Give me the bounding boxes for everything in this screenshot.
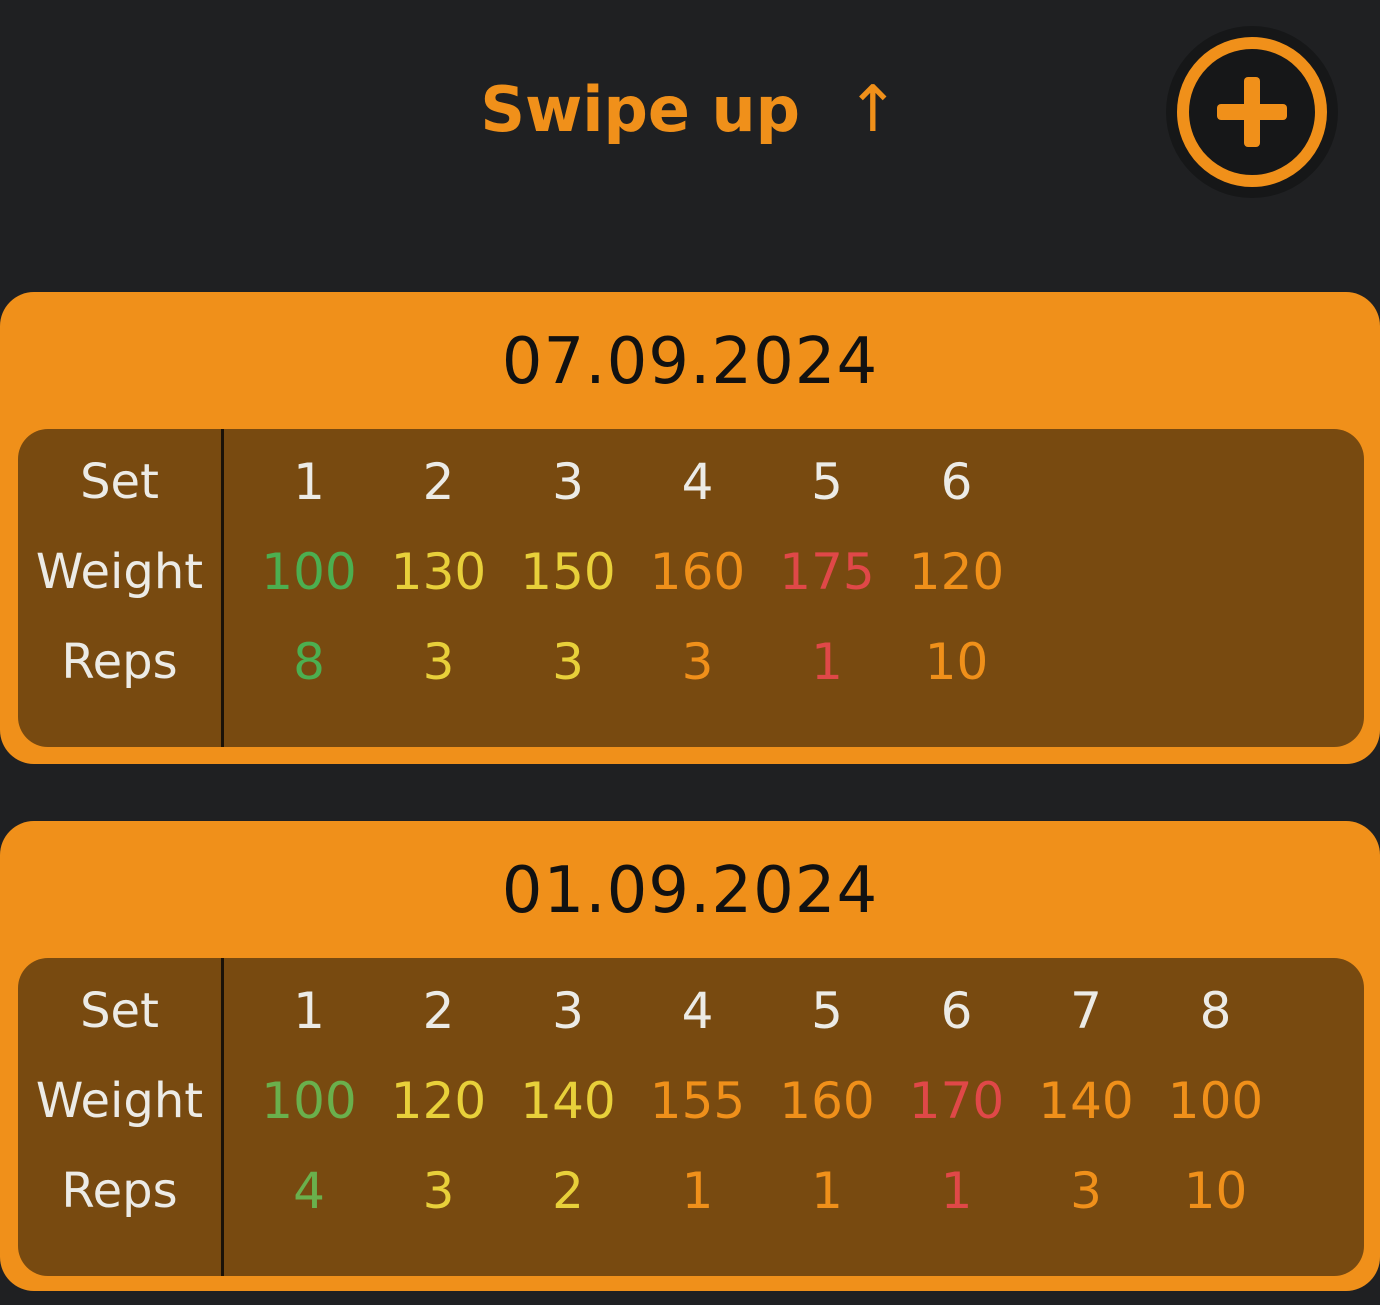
set-reps: 3	[422, 1162, 455, 1220]
set-number: 6	[940, 982, 973, 1040]
set-weight: 120	[390, 1072, 487, 1130]
set-number: 2	[422, 982, 455, 1040]
reps-row-label: Reps	[61, 1163, 178, 1219]
set-weight: 170	[908, 1072, 1005, 1130]
set-reps: 1	[811, 633, 843, 691]
set-weight: 160	[649, 543, 746, 601]
set-reps: 2	[552, 1162, 584, 1220]
workout-card[interactable]: 07.09.2024 Set Weight Reps 1 100 8 2 130 3 3 15…	[0, 292, 1380, 764]
set-weight: 100	[261, 543, 357, 601]
set-weight: 100	[261, 1072, 357, 1130]
set-reps: 3	[422, 633, 455, 691]
set-number: 6	[940, 453, 973, 511]
sets-table: Set Weight Reps 1 100 8 2 130 3 3 150 3 4 160 3 5 175…	[18, 429, 1364, 747]
set-number: 3	[552, 982, 584, 1040]
set-number: 8	[1199, 982, 1232, 1040]
set-weight: 160	[779, 1072, 875, 1130]
set-row-label: Set	[80, 454, 159, 510]
set-reps: 3	[681, 633, 714, 691]
set-reps: 3	[1070, 1162, 1102, 1220]
set-weight: 100	[1167, 1072, 1264, 1130]
set-number: 5	[811, 453, 843, 511]
swipe-up-hint[interactable]: Swipe up ↑	[0, 70, 1380, 150]
row-labels: Set Weight Reps	[18, 429, 224, 747]
set-weight: 140	[520, 1072, 616, 1130]
set-reps: 4	[293, 1162, 325, 1220]
workout-card[interactable]: 01.09.2024 Set Weight Reps 1 100 4 2 120 3 3 14…	[0, 821, 1380, 1291]
set-weight: 130	[390, 543, 487, 601]
set-weight: 140	[1038, 1072, 1134, 1130]
set-weight: 175	[779, 543, 875, 601]
set-weight: 150	[520, 543, 616, 601]
arrow-up-icon: ↑	[846, 73, 900, 147]
workout-date: 01.09.2024	[501, 854, 879, 928]
sets-table: Set Weight Reps 1 100 4 2 120 3 3 140 2 4 155 1 5 160…	[18, 958, 1364, 1276]
set-reps: 10	[1183, 1162, 1248, 1220]
add-workout-button[interactable]	[1166, 26, 1338, 198]
set-row-label: Set	[80, 983, 159, 1039]
reps-row-label: Reps	[61, 634, 178, 690]
plus-circle-icon	[1177, 37, 1327, 187]
set-number: 7	[1070, 982, 1102, 1040]
swipe-up-label: Swipe up	[480, 73, 801, 146]
set-reps: 1	[940, 1162, 973, 1220]
set-reps: 1	[811, 1162, 843, 1220]
set-weight: 155	[649, 1072, 746, 1130]
set-number: 1	[293, 453, 325, 511]
set-number: 3	[552, 453, 584, 511]
row-labels: Set Weight Reps	[18, 958, 224, 1276]
workout-date: 07.09.2024	[501, 325, 879, 399]
set-number: 2	[422, 453, 455, 511]
set-reps: 3	[552, 633, 584, 691]
set-number: 5	[811, 982, 843, 1040]
set-reps: 1	[681, 1162, 714, 1220]
weight-row-label: Weight	[35, 1073, 204, 1129]
set-number: 4	[681, 982, 714, 1040]
set-number: 4	[681, 453, 714, 511]
set-reps: 10	[924, 633, 989, 691]
set-weight: 120	[908, 543, 1005, 601]
set-number: 1	[293, 982, 325, 1040]
weight-row-label: Weight	[35, 544, 204, 600]
set-reps: 8	[293, 633, 325, 691]
